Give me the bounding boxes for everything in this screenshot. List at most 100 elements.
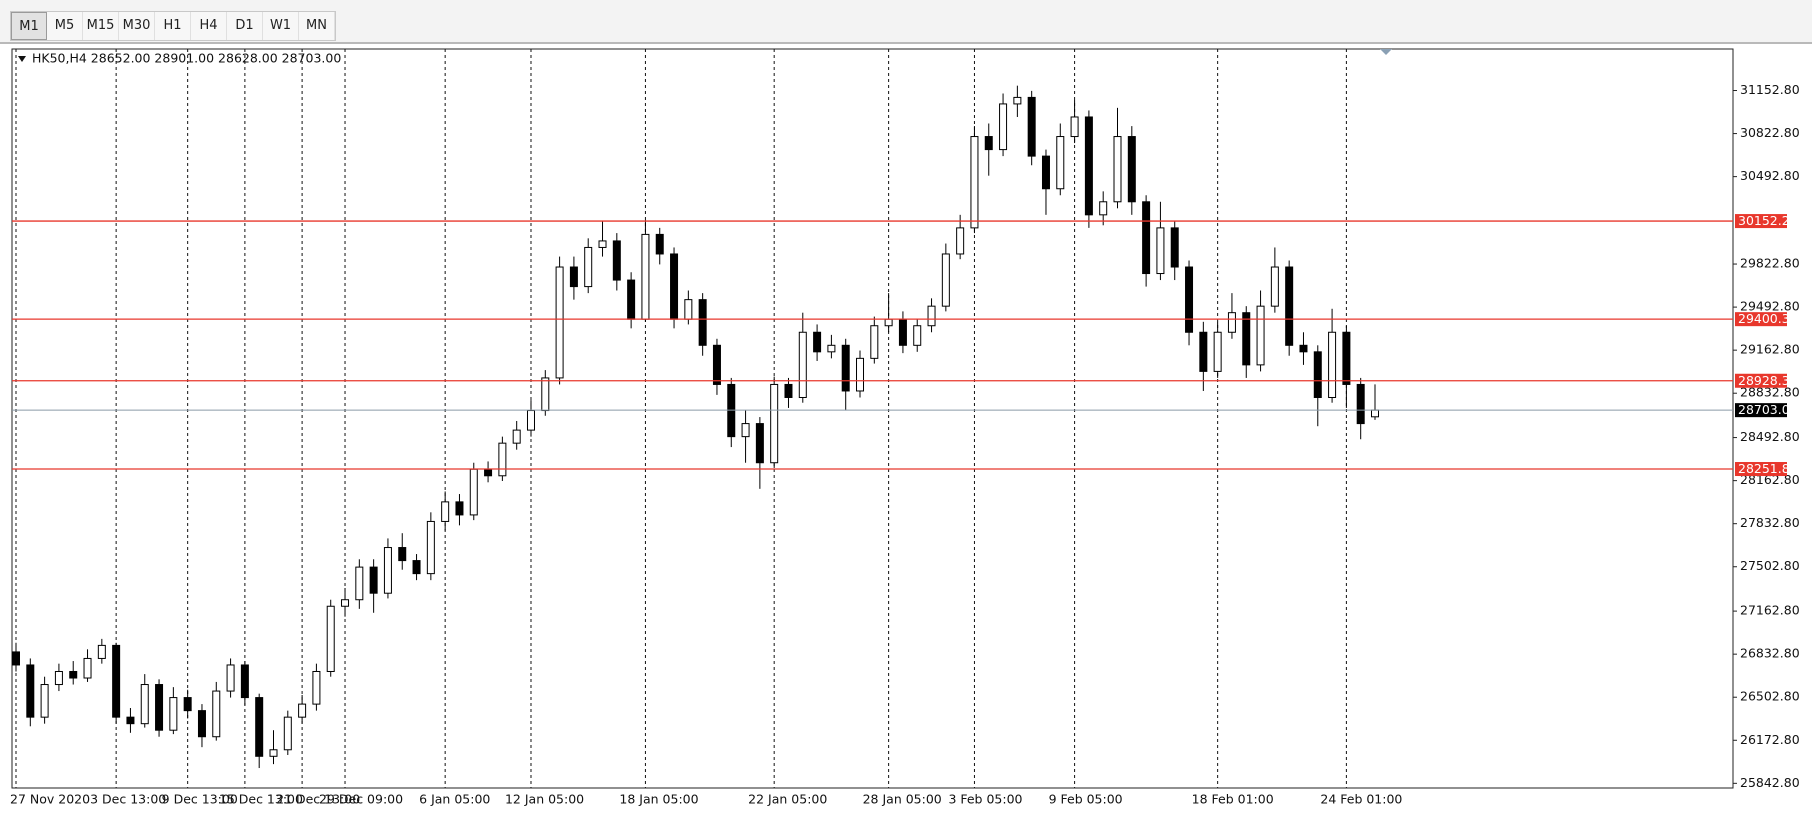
x-tick-label: 28 Jan 05:00 (863, 792, 942, 807)
timeframe-button[interactable]: MN (299, 12, 335, 40)
timeframe-button[interactable]: W1 (263, 12, 299, 40)
timeframe-button[interactable]: M15 (83, 12, 119, 40)
candle-body (1342, 331, 1351, 385)
candle-body (1313, 351, 1322, 398)
timeframe-button[interactable]: H1 (155, 12, 191, 40)
x-tick-label: 24 Feb 01:00 (1320, 792, 1402, 807)
x-tick-label: 9 Dec 13:00 (162, 792, 238, 807)
y-tick-label: 28832.80 (1740, 385, 1800, 400)
candle-body (755, 423, 764, 464)
candle-body (999, 103, 1008, 151)
candle-body (1013, 96, 1022, 105)
price-label: 30152.20 (1738, 213, 1798, 228)
candle-body (398, 547, 407, 562)
y-tick-label: 27832.80 (1740, 515, 1800, 530)
timeframe-button[interactable]: D1 (227, 12, 263, 40)
price-label-box (1735, 312, 1787, 327)
candle-body (1070, 116, 1079, 138)
price-label-box (1735, 462, 1787, 477)
price-label-box (1735, 373, 1787, 388)
candle-body (1285, 266, 1294, 346)
candle-body (54, 670, 63, 686)
candle-body (813, 331, 822, 353)
candle-body (83, 657, 92, 679)
x-tick-label: 3 Feb 05:00 (948, 792, 1022, 807)
candle-body (612, 240, 621, 281)
y-tick-label: 29162.80 (1740, 342, 1800, 357)
shift-marker (1380, 49, 1392, 55)
y-tick-label: 26172.80 (1740, 732, 1800, 747)
candle-body (97, 644, 106, 659)
timeframe-group: M1 M5 M15 M30 H1 H4 D1 W1 MN (10, 11, 336, 41)
candle-body (40, 684, 49, 718)
price-label: 28928.30 (1738, 373, 1798, 388)
candle-body (884, 318, 893, 327)
candle-body (12, 651, 20, 666)
candle-body (197, 710, 206, 738)
price-label: 28251.85 (1738, 461, 1798, 476)
timeframe-button[interactable]: M1 (11, 12, 47, 40)
candle-body (970, 136, 979, 229)
x-tick-label: 18 Feb 01:00 (1192, 792, 1274, 807)
y-tick-label: 26832.80 (1740, 646, 1800, 661)
x-tick-label: 18 Jan 05:00 (619, 792, 698, 807)
timeframe-toolbar: M1 M5 M15 M30 H1 H4 D1 W1 MN (0, 0, 1812, 44)
x-tick-label: 12 Jan 05:00 (505, 792, 584, 807)
price-label-box (1735, 214, 1787, 229)
candle-body (112, 644, 121, 718)
x-tick-label: 3 Dec 13:00 (90, 792, 166, 807)
y-tick-label: 29822.80 (1740, 256, 1800, 271)
candle-body (426, 520, 435, 575)
candle-body (541, 377, 550, 412)
candle-body (526, 410, 535, 431)
menu-arrow (18, 56, 26, 62)
candle-body (1199, 331, 1208, 372)
candle-body (927, 305, 936, 327)
candle-body (1027, 96, 1036, 157)
candle-body (598, 240, 607, 248)
y-tick-label: 28492.80 (1740, 429, 1800, 444)
price-label-box (1735, 403, 1787, 418)
candle-body (1056, 136, 1065, 190)
candle-body (1356, 383, 1365, 425)
timeframe-button[interactable]: M30 (119, 12, 155, 40)
candle-body (584, 246, 593, 288)
x-tick-label: 9 Feb 05:00 (1049, 792, 1123, 807)
candle-body (226, 664, 235, 692)
price-label: 29400.39 (1738, 311, 1798, 326)
candle-body (627, 279, 636, 320)
candle-body (169, 697, 178, 731)
x-tick-label: 6 Jan 05:00 (419, 792, 490, 807)
candle-body (956, 227, 965, 255)
candle-body (1156, 227, 1165, 275)
candle-body (283, 716, 292, 751)
x-tick-label: 27 Nov 2020 (10, 792, 90, 807)
candle-body (684, 299, 693, 320)
candle-body (641, 233, 650, 320)
chart-frame (11, 48, 1734, 789)
candle-body (1113, 136, 1122, 203)
candle-body (827, 344, 836, 353)
candle-body (240, 664, 249, 699)
x-tick-label: 15 Dec 13:00 (219, 792, 303, 807)
timeframe-button[interactable]: M5 (47, 12, 83, 40)
candle-body (941, 253, 950, 307)
candle-body (212, 690, 221, 738)
candle-body (383, 547, 392, 594)
candle-body (441, 501, 450, 522)
timeframe-button[interactable]: H4 (191, 12, 227, 40)
y-tick-label: 26502.80 (1740, 689, 1800, 704)
candle-body (898, 318, 907, 346)
candle-body (698, 299, 707, 346)
candle-body (26, 664, 35, 718)
candle-body (555, 266, 564, 379)
candle-body (1270, 266, 1279, 307)
candle-body (798, 331, 807, 398)
candle-body (484, 468, 493, 477)
candle-body (126, 716, 135, 725)
candle-body (326, 605, 335, 672)
candle-body (1099, 201, 1108, 216)
candle-body (984, 136, 993, 151)
